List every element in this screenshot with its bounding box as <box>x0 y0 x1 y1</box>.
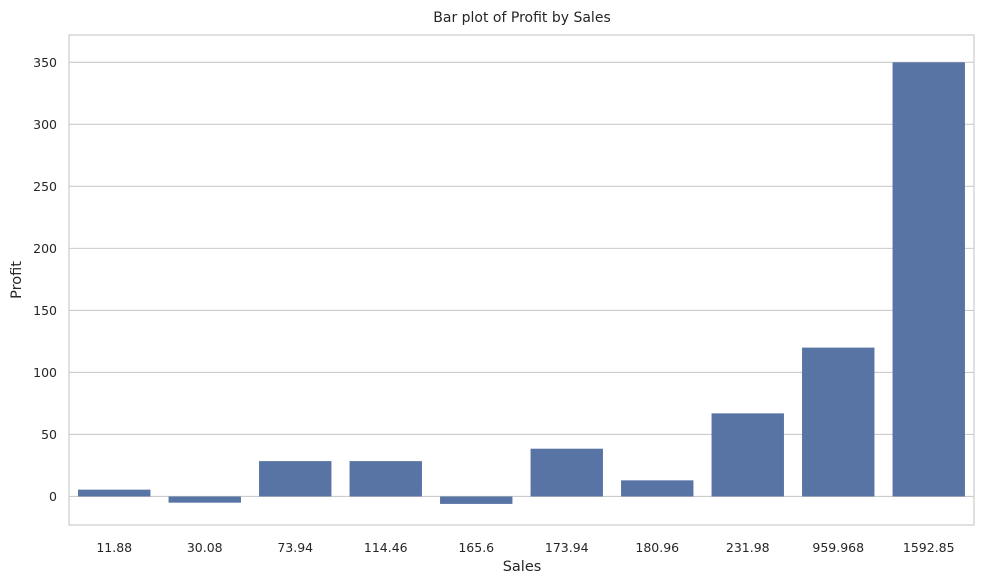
bar <box>802 347 875 497</box>
bar <box>711 413 784 497</box>
bar <box>892 62 965 497</box>
x-tick-label: 73.94 <box>277 540 313 555</box>
bar <box>621 480 694 497</box>
y-tick-labels: 0 50 100 150 200 250 300 350 <box>33 55 57 504</box>
bar <box>530 448 603 497</box>
gridlines <box>69 61 974 498</box>
y-tick-label: 300 <box>33 117 57 132</box>
x-tick-label: 1592.85 <box>903 540 955 555</box>
bar <box>440 496 513 504</box>
x-tick-label: 165.6 <box>458 540 494 555</box>
y-axis-label: Profit <box>9 261 25 299</box>
x-tick-label: 173.94 <box>545 540 589 555</box>
y-tick-label: 50 <box>41 427 57 442</box>
x-tick-label: 231.98 <box>726 540 770 555</box>
chart-title: Bar plot of Profit by Sales <box>433 10 610 26</box>
y-tick-label: 0 <box>49 489 57 504</box>
x-tick-label: 114.46 <box>364 540 408 555</box>
x-tick-label: 11.88 <box>96 540 132 555</box>
x-tick-labels: 11.88 30.08 73.94 114.46 165.6 173.94 180.96 23… <box>96 540 954 555</box>
bars <box>78 62 965 504</box>
bar <box>259 461 332 497</box>
x-tick-label: 30.08 <box>187 540 223 555</box>
plot-frame <box>68 34 975 526</box>
x-tick-label: 180.96 <box>635 540 679 555</box>
y-tick-label: 250 <box>33 179 57 194</box>
y-tick-label: 150 <box>33 303 57 318</box>
y-tick-label: 200 <box>33 241 57 256</box>
x-axis-label: Sales <box>503 559 542 575</box>
y-tick-label: 100 <box>33 365 57 380</box>
y-tick-label: 350 <box>33 55 57 70</box>
bar <box>168 496 241 503</box>
x-tick-label: 959.968 <box>812 540 864 555</box>
bar <box>349 461 422 497</box>
bar <box>78 489 151 497</box>
